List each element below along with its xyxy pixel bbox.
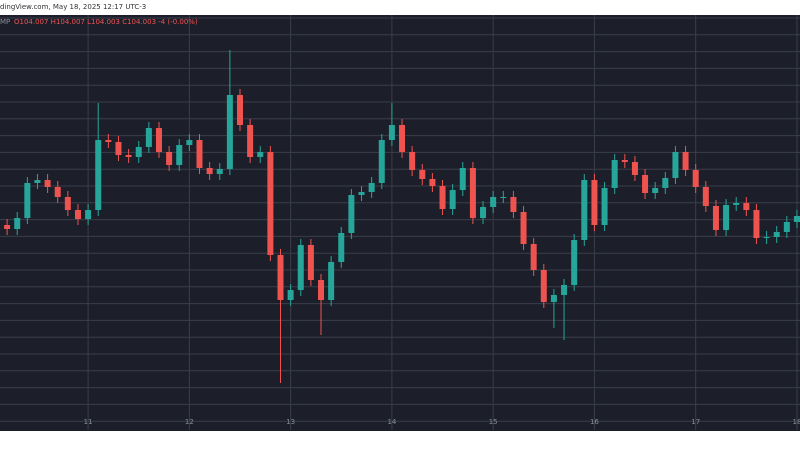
candle-body <box>601 188 608 225</box>
candle-body <box>338 233 345 262</box>
candle-body <box>581 180 588 240</box>
candle-body <box>753 210 760 238</box>
x-tick-label: 17 <box>691 418 700 426</box>
candle-body <box>480 207 487 218</box>
candle-body <box>763 237 770 238</box>
candle-body <box>409 152 416 170</box>
candle-body <box>490 197 497 207</box>
candle-body <box>540 270 547 302</box>
candle-body <box>672 152 679 178</box>
candle-body <box>206 168 213 174</box>
candle-body <box>733 203 740 205</box>
candle-body <box>388 125 395 140</box>
candle-body <box>54 187 61 197</box>
candle-body <box>591 180 598 225</box>
candle-body <box>459 168 466 190</box>
candle-body <box>297 245 304 290</box>
candle-body <box>712 206 719 230</box>
candle-body <box>358 192 365 195</box>
candle-body <box>105 140 112 142</box>
candle-body <box>561 285 568 295</box>
candle-body <box>550 295 557 302</box>
candle-body <box>611 160 618 188</box>
candle-body <box>145 128 152 147</box>
candle-body <box>449 190 456 209</box>
candle-body <box>662 178 669 188</box>
candle-body <box>783 222 790 232</box>
x-tick-label: 15 <box>489 418 498 426</box>
x-tick-label: 13 <box>286 418 295 426</box>
candle-body <box>571 240 578 285</box>
candle-body <box>469 168 476 218</box>
candle-body <box>702 187 709 206</box>
symbol: MP <box>0 18 10 26</box>
candle-body <box>642 175 649 193</box>
x-tick-label: 12 <box>185 418 194 426</box>
candle-body <box>287 290 294 300</box>
x-tick-label: 18 <box>793 418 800 426</box>
candle-body <box>4 225 11 229</box>
plot <box>4 50 800 383</box>
candle-body <box>247 125 254 157</box>
candle-body <box>328 262 335 300</box>
candle-body <box>368 183 375 192</box>
plot-background <box>0 15 800 431</box>
candle-body <box>176 145 183 165</box>
candle-body <box>95 140 102 210</box>
header-text: dingView.com, May 18, 2025 12:17 UTC-3 <box>0 3 146 11</box>
candle-body <box>429 179 436 186</box>
candle-body <box>318 280 325 300</box>
header-bar <box>0 0 800 15</box>
candle-body <box>85 210 92 219</box>
candle-body <box>723 205 730 230</box>
ohlc-legend: O104.007 H104.007 L104.003 C104.003 -4 (… <box>14 18 198 26</box>
candle-body <box>125 155 132 157</box>
candle-body <box>64 197 71 210</box>
candle-body <box>399 125 406 152</box>
x-tick-label: 14 <box>387 418 396 426</box>
x-tick-label: 11 <box>84 418 93 426</box>
x-tick-label: 16 <box>590 418 599 426</box>
candle-body <box>307 245 314 280</box>
candle-body <box>621 160 628 162</box>
candle-body <box>682 152 689 170</box>
candle-body <box>520 212 527 244</box>
candle-body <box>257 152 264 157</box>
candle-body <box>692 170 699 187</box>
candle-body <box>530 244 537 270</box>
candle-body <box>24 183 31 218</box>
candle-body <box>510 197 517 212</box>
candle-body <box>74 210 81 219</box>
candle-body <box>237 95 243 125</box>
candle-body <box>14 218 21 229</box>
candle-body <box>34 180 41 183</box>
candle-body <box>44 180 51 187</box>
candle-body <box>793 216 800 222</box>
candle-body <box>267 152 274 255</box>
candle-body <box>166 152 173 165</box>
candle-body <box>348 195 355 233</box>
candle-body <box>196 140 203 168</box>
candle-body <box>186 140 193 145</box>
candle-body <box>419 170 426 179</box>
candle-body <box>378 140 385 183</box>
candle-body <box>773 232 780 237</box>
candle-body <box>155 128 162 152</box>
candle-body <box>631 162 638 175</box>
candle-body <box>277 255 284 300</box>
candle-body <box>652 188 659 193</box>
candle-body <box>743 203 750 210</box>
candle-body <box>500 197 507 198</box>
candle-body <box>135 147 142 157</box>
candle-body <box>439 186 446 209</box>
candle-body <box>115 142 122 155</box>
candle-body <box>226 95 233 169</box>
candle-body <box>216 169 223 174</box>
